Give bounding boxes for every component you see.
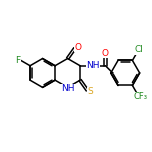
Text: F: F — [16, 56, 21, 65]
Text: O: O — [74, 43, 81, 52]
Text: CF₃: CF₃ — [133, 92, 147, 101]
Text: Cl: Cl — [135, 45, 144, 54]
Text: S: S — [87, 87, 93, 96]
Text: NH: NH — [86, 61, 100, 70]
Text: NH: NH — [61, 84, 74, 93]
Text: O: O — [102, 49, 109, 58]
